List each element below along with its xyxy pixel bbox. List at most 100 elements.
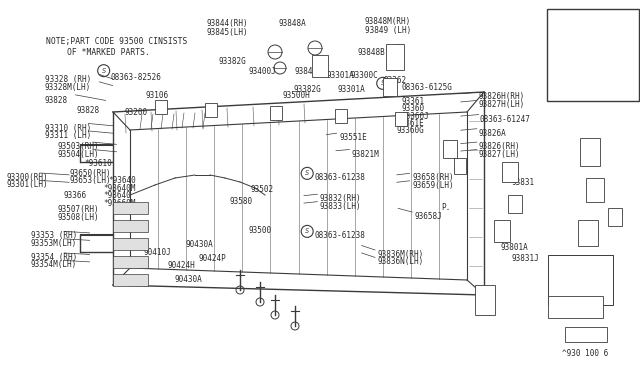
Text: 93801A: 93801A	[500, 243, 528, 251]
Text: 93826(RH): 93826(RH)	[479, 142, 520, 151]
Text: *93610: *93610	[84, 159, 112, 168]
Text: 93010: 93010	[557, 16, 580, 25]
Text: *93660M: *93660M	[104, 199, 136, 208]
Text: 08363-6125G: 08363-6125G	[402, 83, 452, 92]
Bar	[270, 106, 282, 120]
Text: 93106: 93106	[146, 91, 169, 100]
Bar	[155, 100, 167, 114]
Bar	[494, 220, 510, 242]
Text: 93848B: 93848B	[357, 48, 385, 57]
Bar	[386, 44, 404, 70]
Text: 93827(LH): 93827(LH)	[479, 150, 520, 158]
Text: 93310 (RH): 93310 (RH)	[45, 124, 91, 132]
Text: 93848A: 93848A	[278, 19, 306, 28]
Text: 08363-82526: 08363-82526	[110, 73, 161, 82]
Bar	[335, 109, 347, 123]
Text: 93500H: 93500H	[283, 91, 310, 100]
Bar	[113, 202, 148, 214]
Bar	[508, 195, 522, 213]
Bar	[581, 260, 599, 285]
Text: 93658(RH): 93658(RH)	[412, 173, 454, 182]
Text: 90430A: 90430A	[174, 275, 202, 283]
Bar	[113, 238, 148, 250]
Text: 93828: 93828	[45, 96, 68, 105]
Bar	[443, 140, 457, 158]
Text: 93353 (RH): 93353 (RH)	[31, 231, 77, 240]
Text: 93200: 93200	[125, 108, 148, 117]
Bar	[502, 162, 518, 182]
Text: 93580: 93580	[229, 197, 252, 206]
Text: 93010: 93010	[552, 12, 576, 21]
Text: 93551E: 93551E	[339, 133, 367, 142]
Text: 93382G: 93382G	[293, 85, 321, 94]
Text: 08363-61238: 08363-61238	[315, 173, 365, 182]
Bar	[383, 78, 397, 96]
Text: 93328M(LH): 93328M(LH)	[45, 83, 91, 92]
Text: *93640: *93640	[109, 176, 136, 185]
Text: 93828: 93828	[77, 106, 100, 115]
Text: 93382G: 93382G	[219, 57, 246, 66]
Text: 93503(RH): 93503(RH)	[58, 142, 99, 151]
Text: 90424H: 90424H	[168, 261, 195, 270]
Text: 93826H(RH): 93826H(RH)	[479, 92, 525, 101]
Text: 93354M(LH): 93354M(LH)	[31, 260, 77, 269]
Text: 90424P: 90424P	[198, 254, 226, 263]
Text: 93354 (RH): 93354 (RH)	[31, 253, 77, 262]
Text: 93360J: 93360J	[402, 112, 429, 121]
Text: S: S	[381, 80, 385, 86]
Bar	[454, 158, 466, 174]
Text: 93366: 93366	[64, 191, 87, 200]
Text: 93836N(LH): 93836N(LH)	[378, 257, 424, 266]
Text: 90430A: 90430A	[186, 240, 213, 248]
Text: 93300(RH): 93300(RH)	[6, 173, 48, 182]
Text: 93500: 93500	[248, 226, 271, 235]
Text: 93845(LH): 93845(LH)	[206, 28, 248, 37]
Bar	[113, 256, 148, 268]
Text: 93301(LH): 93301(LH)	[6, 180, 48, 189]
Text: 93360G: 93360G	[397, 126, 424, 135]
Bar	[475, 285, 495, 315]
Text: 93360: 93360	[402, 104, 425, 113]
Bar	[205, 103, 217, 117]
Text: 93821M: 93821M	[352, 150, 380, 158]
Text: 93658J: 93658J	[415, 212, 442, 221]
Text: 93361E: 93361E	[397, 119, 424, 128]
Bar	[548, 296, 603, 318]
Text: 93508(LH): 93508(LH)	[58, 213, 99, 222]
Text: 93353M(LH): 93353M(LH)	[31, 239, 77, 248]
Text: NOTE;PART CODE 93500 CINSISTS: NOTE;PART CODE 93500 CINSISTS	[46, 37, 188, 46]
Text: ^930 100 6: ^930 100 6	[562, 349, 608, 358]
Text: 93502: 93502	[251, 185, 274, 194]
Bar	[580, 138, 600, 166]
Text: S: S	[305, 170, 309, 176]
Text: OF *MARKED PARTS.: OF *MARKED PARTS.	[67, 48, 150, 57]
Bar	[113, 220, 148, 232]
Text: 93659(LH): 93659(LH)	[412, 181, 454, 190]
Text: *93640M: *93640M	[104, 184, 136, 193]
Text: P.: P.	[442, 203, 451, 212]
Text: 93836M(RH): 93836M(RH)	[378, 250, 424, 259]
Text: S: S	[102, 68, 106, 74]
Bar	[565, 327, 607, 342]
Text: 93650(RH): 93650(RH)	[69, 169, 111, 178]
Text: 90410J: 90410J	[144, 248, 172, 257]
Text: 93653(LH): 93653(LH)	[69, 176, 111, 185]
Text: 93844E: 93844E	[294, 67, 322, 76]
Text: 93848M(RH): 93848M(RH)	[365, 17, 411, 26]
Bar	[395, 112, 407, 126]
Bar	[547, 9, 639, 101]
Bar	[113, 274, 148, 286]
Text: 08363-61238: 08363-61238	[315, 231, 365, 240]
Text: 93831J: 93831J	[512, 254, 540, 263]
Text: 93833(LH): 93833(LH)	[320, 202, 362, 211]
Text: 93832(RH): 93832(RH)	[320, 194, 362, 203]
Bar	[586, 178, 604, 202]
Text: 93400J: 93400J	[248, 67, 276, 76]
Text: 93362: 93362	[384, 76, 407, 85]
Text: 93300C: 93300C	[351, 71, 378, 80]
Text: 93301A: 93301A	[326, 71, 354, 80]
Bar	[608, 208, 622, 226]
Text: 93328 (RH): 93328 (RH)	[45, 75, 91, 84]
Text: 93844(RH): 93844(RH)	[206, 19, 248, 28]
Text: 93831: 93831	[512, 178, 535, 187]
